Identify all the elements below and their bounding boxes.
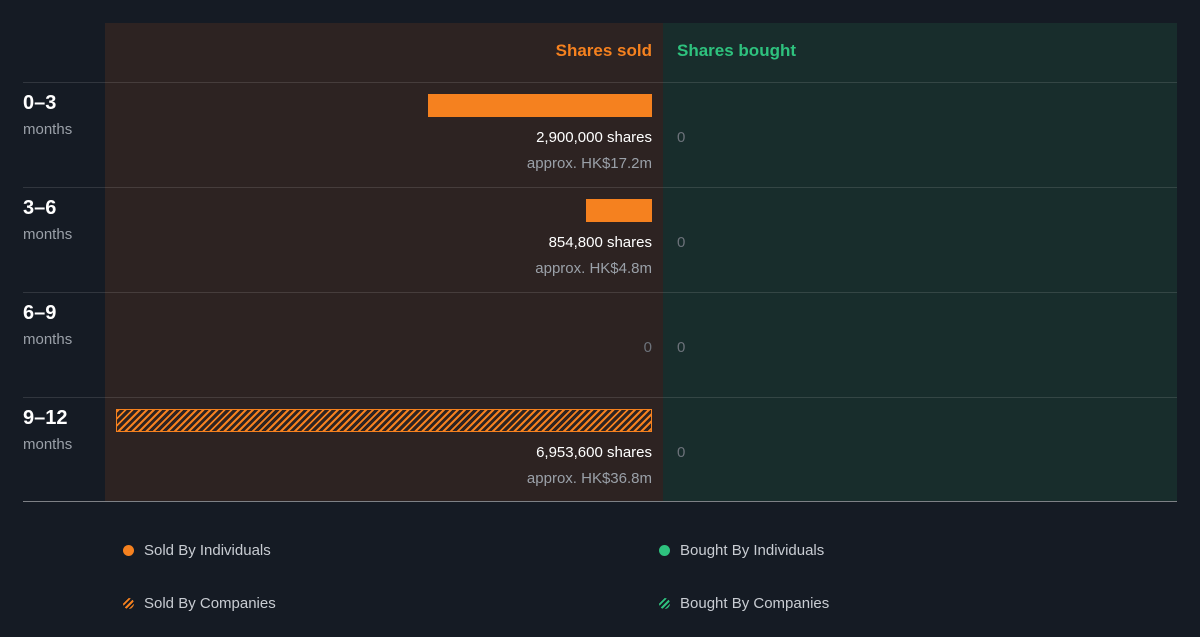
- sold-shares-label: 854,800 shares: [548, 234, 652, 251]
- sold-value-label: approx. HK$36.8m: [526, 470, 652, 487]
- sold-individuals-bar: [428, 94, 652, 117]
- bought-zero-label: 0: [677, 234, 686, 251]
- sold-shares-label: 2,900,000 shares: [536, 129, 652, 146]
- period-unit: months: [23, 436, 73, 453]
- legend-sold-companies: Sold By Companies: [123, 595, 276, 613]
- row-divider: [23, 397, 1177, 398]
- sold-zero-label: 0: [643, 339, 652, 356]
- row-divider: [23, 187, 1177, 188]
- row-divider: [23, 82, 1177, 83]
- period-range: 6–9: [23, 302, 57, 324]
- legend-label: Sold By Individuals: [144, 542, 271, 559]
- orange-dot-icon: [123, 544, 134, 556]
- sold-shares-label: 6,953,600 shares: [536, 444, 652, 461]
- legend-bought-companies: Bought By Companies: [659, 595, 829, 613]
- period-label-9-12: 9–12 months: [23, 406, 103, 454]
- legend-label: Sold By Companies: [144, 595, 276, 612]
- sold-value-label: approx. HK$17.2m: [526, 155, 652, 172]
- period-range: 9–12: [23, 407, 68, 429]
- bought-zero-label: 0: [677, 444, 686, 461]
- period-label-0-3: 0–3 months: [23, 91, 103, 139]
- sold-individuals-bar: [586, 199, 652, 222]
- orange-hatched-dot-icon: [123, 597, 134, 609]
- period-label-6-9: 6–9 months: [23, 301, 103, 349]
- bought-zero-label: 0: [677, 129, 686, 146]
- green-dot-icon: [659, 544, 670, 556]
- shares-sold-header: Shares sold: [555, 41, 652, 60]
- period-range: 0–3: [23, 92, 57, 114]
- period-unit: months: [23, 226, 73, 243]
- sold-value-label: approx. HK$4.8m: [535, 260, 652, 277]
- row-divider: [23, 292, 1177, 293]
- sold-companies-bar: [116, 409, 652, 432]
- shares-bought-panel: [663, 23, 1177, 501]
- period-unit: months: [23, 121, 73, 138]
- legend-label: Bought By Individuals: [680, 542, 825, 559]
- bought-zero-label: 0: [677, 339, 686, 356]
- period-range: 3–6: [23, 197, 57, 219]
- period-unit: months: [23, 331, 73, 348]
- legend-sold-individuals: Sold By Individuals: [123, 542, 271, 560]
- chart-baseline: [23, 501, 1177, 502]
- legend-label: Bought By Companies: [680, 595, 830, 612]
- shares-bought-header: Shares bought: [677, 41, 797, 60]
- period-label-3-6: 3–6 months: [23, 196, 103, 244]
- legend-bought-individuals: Bought By Individuals: [659, 542, 824, 560]
- green-hatched-dot-icon: [659, 597, 670, 609]
